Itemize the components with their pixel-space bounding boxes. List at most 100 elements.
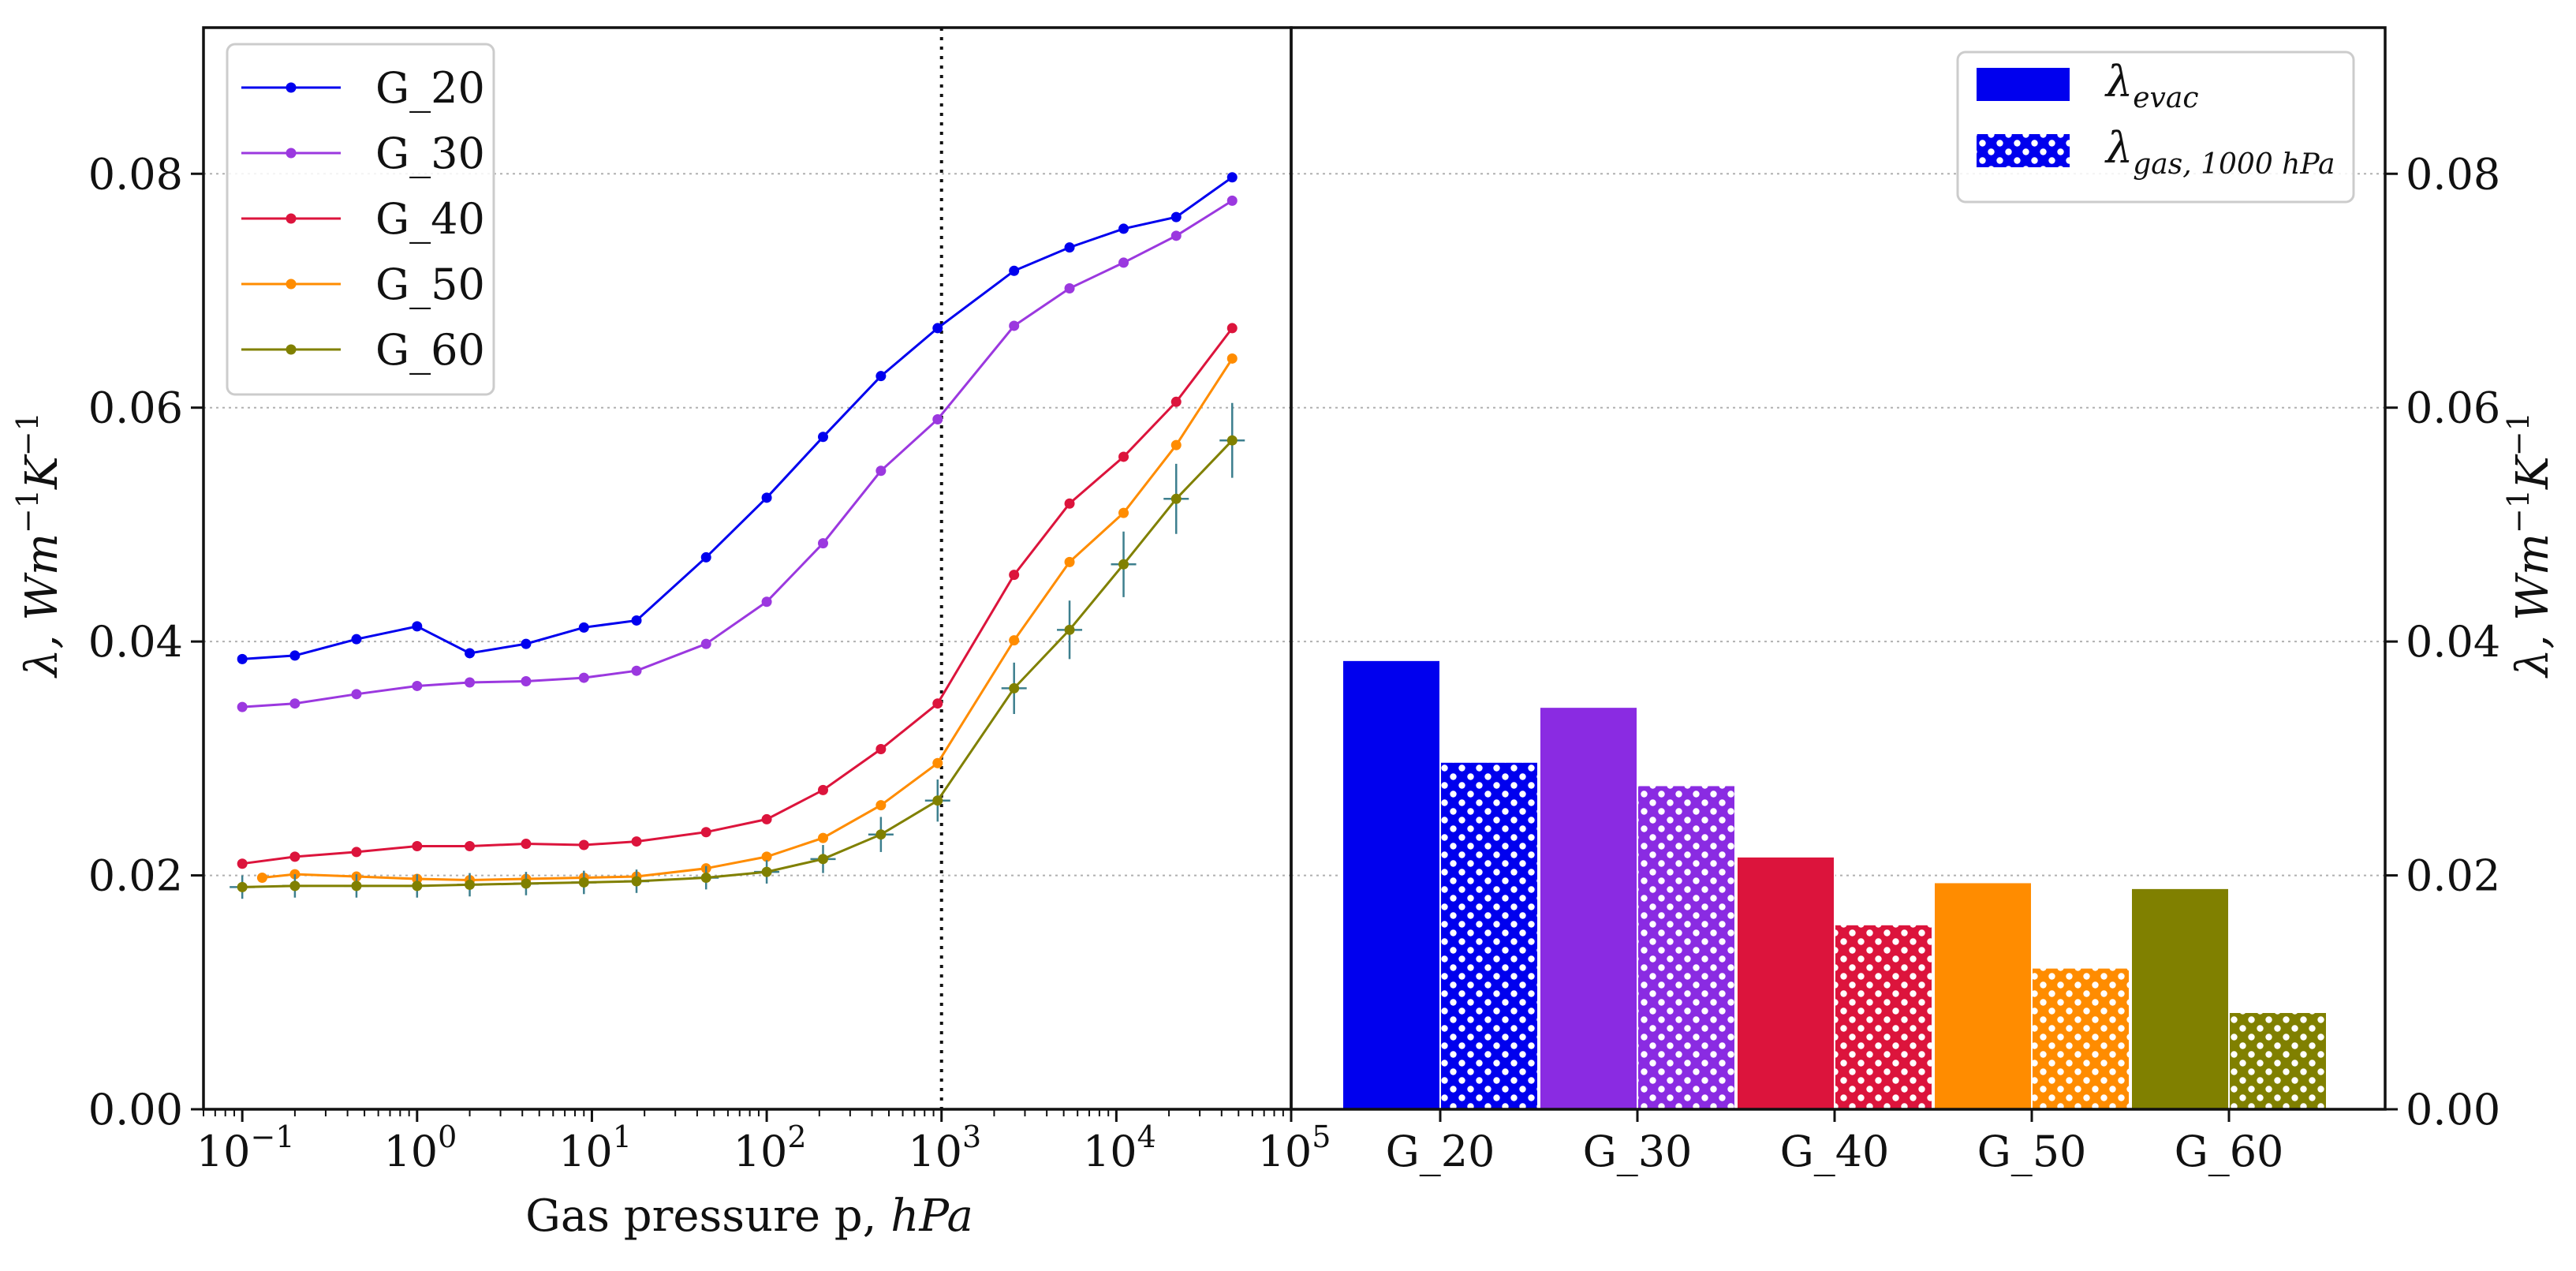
bar-G_20-evac — [1342, 659, 1441, 1110]
data-point — [1009, 570, 1020, 581]
data-point — [818, 784, 829, 795]
bar-G_60-evac — [2130, 887, 2230, 1110]
series-line — [242, 200, 1234, 708]
legend-label: G_40 — [375, 194, 485, 244]
data-point — [237, 858, 248, 869]
data-point — [1226, 323, 1238, 334]
legend-label: G_50 — [375, 260, 485, 309]
y-label-mid: K — [17, 454, 68, 490]
tick-base: 10 — [1258, 1127, 1312, 1176]
data-point — [1170, 396, 1182, 407]
data-point — [1009, 320, 1020, 331]
left-y-tick-label: 0.06 — [88, 383, 183, 433]
data-point — [465, 648, 476, 659]
data-point — [465, 879, 476, 890]
legend-marker — [286, 213, 297, 224]
tick-exponent: 2 — [787, 1120, 806, 1154]
right-y-label-mid: K — [2507, 454, 2559, 490]
bar-group — [1342, 659, 2328, 1111]
tick-exponent: −1 — [251, 1120, 295, 1154]
series-G_60 — [230, 402, 1245, 899]
data-point — [1009, 635, 1020, 646]
bar-G_30-evac — [1539, 706, 1638, 1110]
data-point — [875, 829, 887, 840]
data-point — [351, 689, 362, 700]
bar-dots-G_20 — [1440, 761, 1538, 1109]
bar-dots-G_60 — [2229, 1011, 2327, 1109]
data-point — [412, 621, 423, 632]
data-point — [521, 839, 532, 850]
data-point — [1064, 283, 1075, 294]
data-point — [1170, 211, 1182, 222]
data-point — [256, 873, 267, 884]
tick-exponent: 0 — [438, 1120, 457, 1154]
series-G_50 — [256, 353, 1238, 885]
legend-marker — [286, 344, 297, 355]
data-point — [1064, 556, 1075, 567]
x-axis-label-text: Gas pressure p, — [525, 1191, 890, 1242]
legend-label: G_60 — [375, 325, 485, 375]
right-y-label-prefix: λ, Wm — [2507, 533, 2559, 678]
data-point — [1226, 353, 1238, 364]
data-point — [1118, 451, 1129, 462]
data-point — [465, 841, 476, 852]
legend-swatch-evac — [1977, 68, 2070, 101]
data-point — [1170, 493, 1182, 504]
line-legend: G_20 G_30 G_40 G_50 G_60 — [226, 43, 495, 396]
right-y-tick-label: 0.00 — [2406, 1085, 2500, 1135]
left-x-tick-label: 100 — [383, 1120, 457, 1176]
left-y-axis-label: λ, Wm−1K−1 — [10, 412, 68, 678]
data-point — [1064, 242, 1075, 253]
data-point — [761, 813, 772, 824]
data-point — [818, 432, 829, 443]
data-point — [1009, 265, 1020, 276]
legend-label-base: λ — [2104, 57, 2133, 107]
data-point — [875, 465, 887, 477]
tick-exponent: 3 — [962, 1120, 981, 1154]
y-label-prefix: λ, Wm — [17, 533, 68, 678]
data-point — [761, 866, 772, 877]
right-y-axis-label: λ, Wm−1K−1 — [2501, 412, 2559, 678]
data-point — [521, 878, 532, 889]
series-G_40 — [237, 323, 1238, 869]
legend-marker — [286, 148, 297, 159]
left-x-tick-label: 101 — [558, 1120, 632, 1176]
data-point — [351, 634, 362, 645]
data-point — [761, 851, 772, 862]
left-y-tick-label: 0.04 — [88, 617, 183, 667]
series-G_20 — [237, 172, 1238, 664]
data-point — [761, 596, 772, 607]
data-point — [818, 832, 829, 843]
data-point — [521, 638, 532, 649]
left-x-tick-label: 10−1 — [196, 1120, 295, 1176]
data-point — [700, 827, 711, 838]
bar-G_40-evac — [1736, 855, 1835, 1111]
data-point — [875, 743, 887, 754]
left-x-tick-label: 104 — [1083, 1120, 1156, 1176]
series-line — [262, 357, 1234, 882]
left-y-tick-label: 0.02 — [88, 851, 183, 901]
right-axes-frame — [1290, 26, 2387, 1111]
left-y-tick-label: 0.08 — [88, 149, 183, 199]
data-point — [237, 881, 248, 892]
bar-dots-G_50 — [2032, 967, 2130, 1109]
tick-base: 10 — [383, 1127, 438, 1176]
data-point — [875, 800, 887, 811]
data-point — [700, 873, 711, 884]
data-point — [932, 414, 943, 425]
legend-marker — [286, 82, 297, 93]
right-y-label-exp1: −1 — [2501, 489, 2536, 533]
data-point — [351, 880, 362, 892]
right-y-tick-label: 0.08 — [2406, 149, 2500, 199]
y-label-exp1: −1 — [10, 489, 45, 533]
data-point — [700, 551, 711, 563]
data-point — [932, 698, 943, 709]
legend-label: λgas, 1000 hPa — [2104, 123, 2335, 181]
data-point — [289, 650, 301, 661]
data-point — [1064, 624, 1075, 635]
tick-exponent: 5 — [1312, 1120, 1331, 1154]
left-x-tick-label: 105 — [1258, 1120, 1331, 1176]
tick-base: 10 — [558, 1127, 613, 1176]
